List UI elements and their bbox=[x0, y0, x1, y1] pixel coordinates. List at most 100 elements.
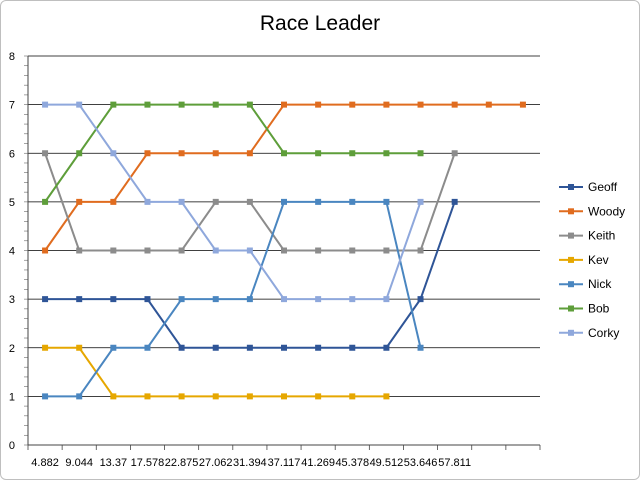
data-point bbox=[281, 393, 287, 400]
data-point bbox=[178, 101, 185, 108]
data-point bbox=[383, 393, 390, 400]
data-point bbox=[315, 247, 322, 254]
data-point bbox=[383, 344, 390, 351]
data-point bbox=[76, 150, 83, 157]
legend: Geoff Woody Keith Kev Nick Bob Corky bbox=[559, 180, 625, 340]
data-point bbox=[178, 344, 185, 351]
legend-item-geoff: Geoff bbox=[559, 180, 618, 194]
data-point bbox=[417, 101, 424, 108]
x-tick-label: 4.882 bbox=[31, 457, 59, 469]
x-tick-label: 22.875 bbox=[165, 457, 199, 469]
data-point bbox=[42, 393, 49, 400]
data-point bbox=[212, 393, 219, 400]
legend-label: Woody bbox=[588, 204, 625, 218]
data-point bbox=[144, 393, 151, 400]
data-point bbox=[42, 198, 49, 205]
data-point bbox=[144, 198, 151, 205]
data-point bbox=[76, 296, 83, 303]
data-point bbox=[246, 344, 253, 351]
data-point bbox=[246, 247, 253, 254]
data-point bbox=[349, 393, 356, 400]
data-point bbox=[144, 101, 151, 108]
legend-swatch-marker bbox=[568, 184, 574, 190]
data-point bbox=[246, 101, 253, 108]
data-point bbox=[144, 247, 151, 254]
data-point bbox=[417, 296, 424, 303]
y-tick-label-4: 4 bbox=[9, 246, 15, 258]
data-point bbox=[212, 247, 219, 254]
y-tick-label-1: 1 bbox=[9, 391, 15, 403]
data-point bbox=[212, 198, 219, 205]
legend-item-corky: Corky bbox=[559, 326, 619, 340]
y-tick-label-7: 7 bbox=[9, 100, 15, 112]
data-point bbox=[281, 296, 287, 303]
x-tick-label: 31.394 bbox=[233, 457, 267, 469]
legend-item-kev: Kev bbox=[559, 253, 609, 267]
data-point bbox=[315, 150, 322, 157]
data-point bbox=[246, 198, 253, 205]
data-point bbox=[212, 150, 219, 157]
x-tick-label: 41.269 bbox=[301, 457, 335, 469]
legend-label: Kev bbox=[588, 253, 609, 267]
legend-swatch-marker bbox=[568, 256, 574, 263]
legend-swatch-marker bbox=[568, 281, 574, 288]
data-point bbox=[212, 296, 219, 303]
y-tick-label-3: 3 bbox=[9, 294, 15, 306]
data-point bbox=[383, 198, 390, 205]
data-point bbox=[349, 296, 356, 303]
data-point bbox=[417, 150, 424, 157]
data-point bbox=[349, 344, 356, 351]
data-point bbox=[383, 150, 390, 157]
data-point bbox=[315, 101, 322, 108]
y-tick-label-5: 5 bbox=[9, 197, 15, 209]
data-point bbox=[246, 296, 253, 303]
data-point bbox=[349, 150, 356, 157]
data-point bbox=[76, 198, 83, 205]
data-point bbox=[315, 198, 322, 205]
series-line-geoff bbox=[45, 201, 456, 349]
series-line-corky bbox=[45, 103, 422, 301]
data-point bbox=[42, 344, 49, 351]
data-point bbox=[417, 247, 424, 254]
x-tick-label: 49.512 bbox=[370, 457, 404, 469]
series-bob bbox=[42, 101, 424, 205]
data-point bbox=[110, 150, 117, 157]
data-point bbox=[110, 344, 117, 351]
x-tick-label: 13.37 bbox=[100, 457, 128, 469]
data-point bbox=[281, 247, 287, 254]
y-tick-label-0: 0 bbox=[9, 440, 15, 452]
data-point bbox=[485, 101, 492, 108]
legend-label: Bob bbox=[588, 302, 610, 316]
series-layer bbox=[42, 101, 526, 400]
data-point bbox=[144, 150, 151, 157]
x-tick-label: 9.044 bbox=[65, 457, 93, 469]
data-point bbox=[451, 101, 458, 108]
data-point bbox=[451, 198, 458, 205]
data-point bbox=[383, 247, 390, 254]
x-tick-label: 37.117 bbox=[268, 457, 301, 469]
data-point bbox=[42, 150, 49, 157]
legend-item-woody: Woody bbox=[559, 204, 625, 218]
legend-label: Geoff bbox=[588, 180, 618, 194]
x-tick-label: 27.062 bbox=[199, 457, 233, 469]
data-point bbox=[212, 101, 219, 108]
series-line-bob bbox=[44, 103, 421, 203]
data-point bbox=[281, 344, 287, 351]
data-point bbox=[246, 393, 253, 400]
legend-item-nick: Nick bbox=[559, 277, 612, 291]
x-tick-label: 57.811 bbox=[438, 457, 471, 469]
data-point bbox=[212, 344, 219, 351]
data-point bbox=[451, 150, 458, 157]
x-tick-label: 53.646 bbox=[404, 457, 438, 469]
y-tick-label-6: 6 bbox=[9, 148, 15, 160]
data-point bbox=[42, 247, 49, 254]
data-point bbox=[417, 344, 424, 351]
data-point bbox=[315, 344, 322, 351]
legend-label: Keith bbox=[588, 229, 615, 243]
data-point bbox=[178, 198, 185, 205]
legend-item-keith: Keith bbox=[559, 229, 615, 243]
data-point bbox=[110, 247, 117, 254]
chart-title: Race Leader bbox=[259, 12, 381, 35]
data-point bbox=[383, 101, 390, 108]
